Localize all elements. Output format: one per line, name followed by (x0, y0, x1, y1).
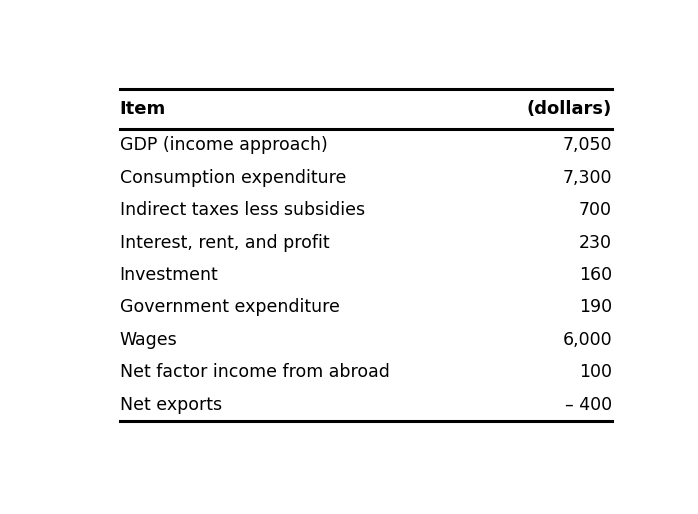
Text: Government expenditure: Government expenditure (120, 299, 340, 317)
Text: Net exports: Net exports (120, 396, 222, 414)
Text: 700: 700 (579, 201, 612, 219)
Text: 230: 230 (579, 233, 612, 251)
Text: Indirect taxes less subsidies: Indirect taxes less subsidies (120, 201, 365, 219)
Text: 7,300: 7,300 (563, 169, 612, 187)
Text: 7,050: 7,050 (563, 136, 612, 154)
Text: Net factor income from abroad: Net factor income from abroad (120, 363, 389, 381)
Text: Interest, rent, and profit: Interest, rent, and profit (120, 233, 329, 251)
Text: Consumption expenditure: Consumption expenditure (120, 169, 346, 187)
Text: GDP (income approach): GDP (income approach) (120, 136, 327, 154)
Text: 6,000: 6,000 (563, 331, 612, 349)
Text: 190: 190 (579, 299, 612, 317)
Text: 100: 100 (579, 363, 612, 381)
Text: – 400: – 400 (565, 396, 612, 414)
Text: Investment: Investment (120, 266, 218, 284)
Text: Wages: Wages (120, 331, 177, 349)
Text: Item: Item (120, 100, 166, 118)
Text: (dollars): (dollars) (527, 100, 612, 118)
Text: 160: 160 (579, 266, 612, 284)
